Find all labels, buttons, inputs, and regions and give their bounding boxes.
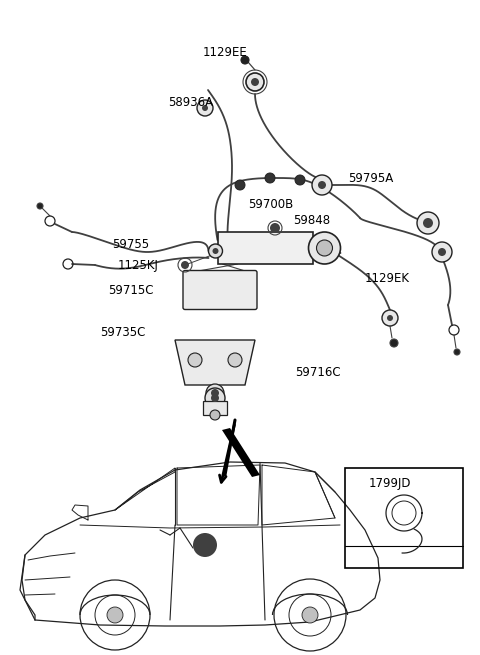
Polygon shape <box>175 340 255 385</box>
Circle shape <box>246 73 264 91</box>
Circle shape <box>454 349 460 355</box>
Text: 59715C: 59715C <box>108 284 154 297</box>
Circle shape <box>309 232 340 264</box>
Circle shape <box>295 175 305 185</box>
Circle shape <box>210 410 220 420</box>
Circle shape <box>181 261 189 269</box>
Text: 1125KJ: 1125KJ <box>118 259 159 272</box>
Text: 1799JD: 1799JD <box>369 477 411 491</box>
Circle shape <box>211 394 219 402</box>
Circle shape <box>37 203 43 209</box>
Circle shape <box>390 339 398 347</box>
Text: 58936A: 58936A <box>168 96 213 109</box>
Text: 59848: 59848 <box>293 214 330 227</box>
Text: 59716C: 59716C <box>295 365 341 379</box>
Circle shape <box>205 388 225 408</box>
Polygon shape <box>222 428 260 477</box>
Circle shape <box>432 242 452 262</box>
Circle shape <box>312 175 332 195</box>
FancyBboxPatch shape <box>183 271 257 310</box>
Text: 1129EK: 1129EK <box>365 272 410 284</box>
Text: 59795A: 59795A <box>348 172 393 185</box>
Circle shape <box>241 56 249 64</box>
Circle shape <box>318 181 326 189</box>
Circle shape <box>228 353 242 367</box>
Circle shape <box>107 607 123 623</box>
Text: 59755: 59755 <box>112 238 149 252</box>
Bar <box>345 468 463 568</box>
Text: 59735C: 59735C <box>100 326 145 339</box>
Circle shape <box>417 212 439 234</box>
Circle shape <box>213 248 218 254</box>
Circle shape <box>316 240 333 256</box>
Circle shape <box>251 78 259 86</box>
Circle shape <box>387 315 393 321</box>
Circle shape <box>270 223 280 233</box>
Bar <box>217 232 312 264</box>
Circle shape <box>302 607 318 623</box>
Bar <box>203 401 227 415</box>
Circle shape <box>197 100 213 116</box>
Circle shape <box>193 533 217 557</box>
Circle shape <box>206 384 224 402</box>
Circle shape <box>208 244 223 258</box>
Text: 1129EE: 1129EE <box>203 45 247 58</box>
Circle shape <box>188 353 202 367</box>
Text: 59700B: 59700B <box>248 198 293 212</box>
Circle shape <box>382 310 398 326</box>
Circle shape <box>265 173 275 183</box>
Circle shape <box>235 180 245 190</box>
Circle shape <box>202 105 208 111</box>
Circle shape <box>438 248 446 256</box>
Circle shape <box>423 218 433 228</box>
Circle shape <box>211 389 219 397</box>
